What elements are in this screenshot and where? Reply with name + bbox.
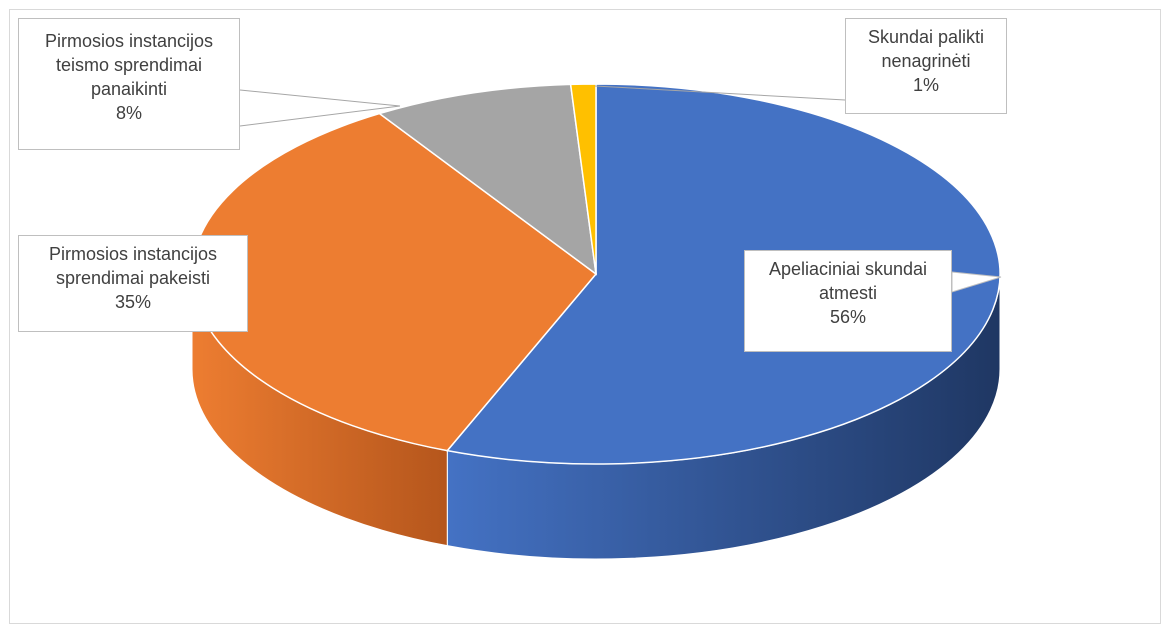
pie-slice-panaikinti <box>377 83 597 276</box>
leader-line-panaikinti-2 <box>239 105 401 127</box>
label-text: Skundai palikti <box>867 27 985 47</box>
data-label-panaikinti: Pirmosios instancijos teismo sprendimai … <box>18 18 240 150</box>
pie-slice-nenagrineti <box>569 83 597 275</box>
data-label-nenagrineti: Skundai palikti nenagrinėti 1% <box>845 18 1007 114</box>
label-text: Pirmosios instancijos <box>48 244 218 264</box>
pie-slice-atmesti <box>445 83 1001 465</box>
leader-line-panaikinti <box>239 89 401 107</box>
label-percent: 35% <box>114 292 152 312</box>
data-label-pakeisti: Pirmosios instancijos sprendimai pakeist… <box>18 235 248 332</box>
label-text: nenagrinėti <box>881 51 971 71</box>
label-percent: 56% <box>829 307 867 327</box>
label-text: sprendimai pakeisti <box>55 268 211 288</box>
data-label-atmesti: Apeliaciniai skundai atmesti 56% <box>744 250 952 352</box>
label-text: atmesti <box>818 283 878 303</box>
label-percent: 1% <box>912 75 939 95</box>
label-text: teismo sprendimai <box>55 55 203 75</box>
label-percent: 8% <box>115 103 142 123</box>
leader-line-nenagrineti <box>594 85 846 101</box>
label-text: Apeliaciniai skundai <box>768 259 928 279</box>
label-text: Pirmosios instancijos <box>44 31 214 51</box>
callout-pointer-atmesti <box>951 271 1002 293</box>
label-text: panaikinti <box>90 79 168 99</box>
